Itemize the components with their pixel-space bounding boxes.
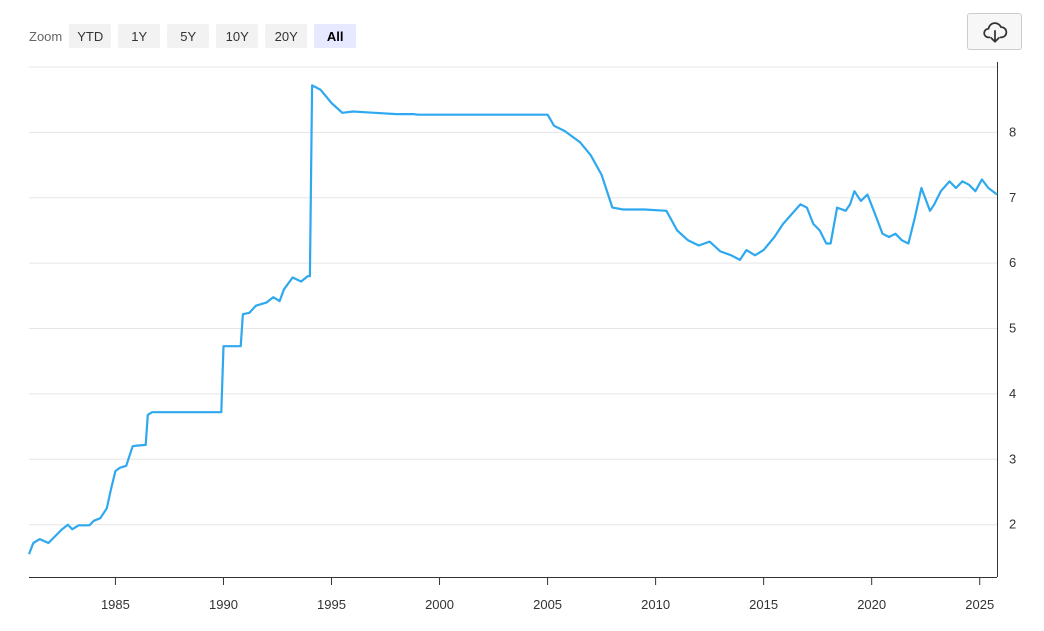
grid-layer: [29, 66, 997, 526]
y-tick-label: 3: [1009, 451, 1016, 466]
zoom-button-10y[interactable]: 10Y: [216, 24, 259, 48]
x-tick-label: 2015: [749, 597, 778, 612]
zoom-button-20y[interactable]: 20Y: [265, 24, 308, 48]
y-tick-label: 6: [1009, 255, 1016, 270]
x-tick-label: 2025: [965, 597, 994, 612]
zoom-button-5y[interactable]: 5Y: [167, 24, 210, 48]
zoom-bar: Zoom YTD 1Y 5Y 10Y 20Y All: [29, 24, 363, 48]
x-tick-label: 1990: [209, 597, 238, 612]
y-tick-label: 8: [1009, 124, 1016, 139]
x-tick-label: 2000: [425, 597, 454, 612]
x-axis-ticks: 1985 1990 1995 2000 2005 2010 2015 2020 2025: [101, 577, 994, 612]
series-line: [27, 84, 998, 555]
x-tick-label: 2005: [533, 597, 562, 612]
series-layer: [27, 84, 998, 555]
x-tick-label: 1995: [317, 597, 346, 612]
y-tick-label: 2: [1009, 517, 1016, 532]
zoom-button-ytd[interactable]: YTD: [69, 24, 112, 48]
zoom-button-1y[interactable]: 1Y: [118, 24, 161, 48]
y-tick-label: 7: [1009, 190, 1016, 205]
zoom-label: Zoom: [29, 28, 63, 44]
zoom-button-all[interactable]: All: [314, 24, 357, 48]
y-axis-ticks: 2 3 4 5 6 7 8: [1009, 124, 1016, 531]
cloud-download-icon: [982, 21, 1007, 43]
x-tick-label: 2020: [857, 597, 886, 612]
x-tick-label: 2010: [641, 597, 670, 612]
x-tick-label: 1985: [101, 597, 130, 612]
y-tick-label: 5: [1009, 321, 1016, 336]
y-tick-label: 4: [1009, 386, 1016, 401]
download-button[interactable]: [967, 13, 1022, 50]
